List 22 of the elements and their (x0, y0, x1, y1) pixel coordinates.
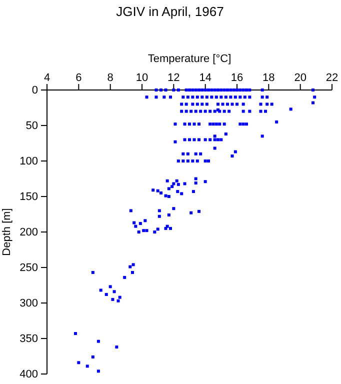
y-tick-label: 300 (20, 298, 38, 310)
x-tick-label: 6 (76, 72, 82, 84)
x-tick-label: 20 (294, 72, 306, 84)
x-tick-label: 16 (230, 72, 244, 84)
y-tick-label: 250 (20, 262, 38, 274)
y-tick-label: 100 (20, 156, 38, 168)
y-tick-label: 0 (32, 84, 38, 97)
chart-title: JGIV in April, 1967 (116, 4, 224, 19)
y-tick-label: 150 (20, 191, 38, 204)
x-axis-title: Temperature [°C] (148, 53, 232, 65)
y-axis-title: Depth [m] (1, 208, 13, 256)
x-tick-label: 10 (136, 72, 148, 84)
x-tick-label: 4 (44, 72, 50, 84)
x-tick-label: 12 (168, 72, 180, 84)
y-tick-label: 350 (20, 333, 38, 346)
y-tick-label: 50 (26, 120, 38, 132)
x-tick-label: 14 (199, 72, 212, 84)
x-tick-label: 8 (107, 72, 114, 84)
y-tick-label: 400 (20, 368, 38, 381)
x-tick-label: 22 (326, 72, 338, 84)
x-tick-label: 18 (262, 72, 275, 84)
y-tick-label: 200 (20, 226, 38, 239)
